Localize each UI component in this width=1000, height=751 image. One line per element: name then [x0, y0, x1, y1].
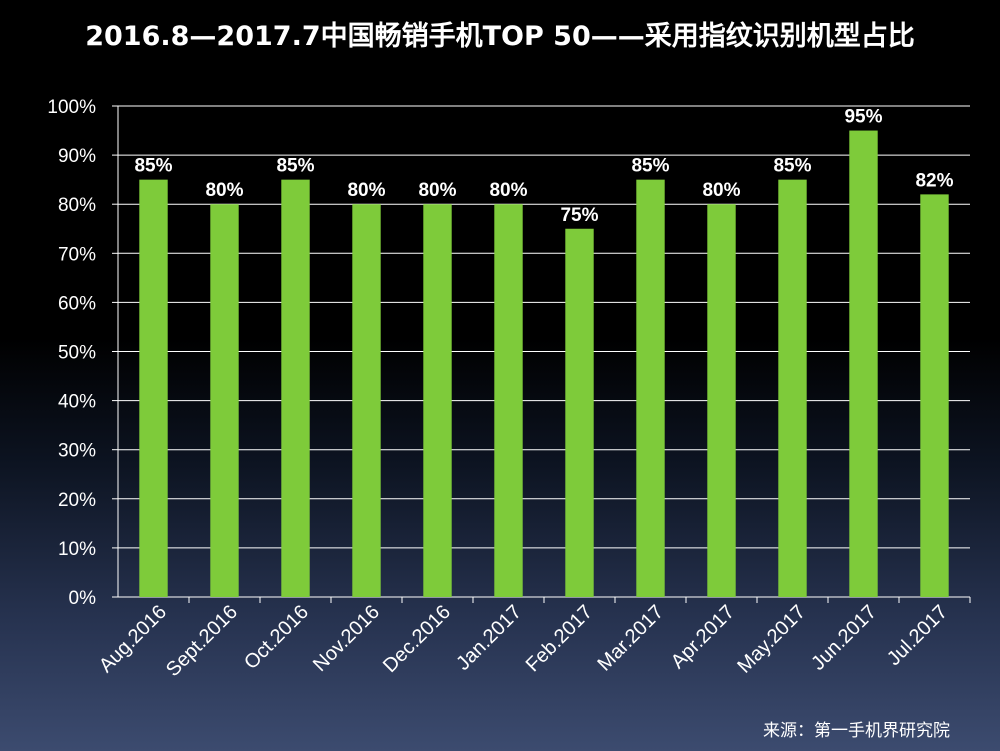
- bar: [494, 204, 523, 597]
- x-tick-label: Aug.2016: [95, 601, 171, 677]
- x-tick-label: Mar.2017: [594, 601, 669, 676]
- bar: [423, 204, 452, 597]
- y-tick-label: 80%: [58, 195, 96, 216]
- x-tick-label: Jun.2017: [807, 601, 881, 675]
- data-label: 75%: [560, 205, 598, 226]
- data-label: 80%: [702, 180, 740, 201]
- y-tick-label: 70%: [58, 244, 96, 265]
- x-tick-label: Dec.2016: [379, 601, 455, 677]
- chart-title: 2016.8—2017.7中国畅销手机TOP 50——采用指纹识别机型占比: [85, 21, 915, 52]
- y-tick-label: 40%: [58, 392, 96, 413]
- bar: [210, 204, 239, 597]
- data-label: 85%: [773, 156, 811, 177]
- source-note: 来源：第一手机界研究院: [763, 721, 950, 741]
- data-label: 80%: [347, 180, 385, 201]
- data-label: 80%: [205, 180, 243, 201]
- bar: [139, 179, 168, 597]
- y-tick-label: 0%: [69, 588, 97, 609]
- x-tick-label: Oct.2016: [240, 601, 313, 674]
- bar: [849, 130, 878, 598]
- x-tick-label: Feb.2017: [522, 601, 597, 676]
- data-label: 95%: [844, 107, 882, 128]
- bar: [778, 179, 807, 597]
- y-tick-label: 10%: [58, 539, 96, 560]
- data-label: 85%: [134, 156, 172, 177]
- bar: [636, 179, 665, 597]
- data-label: 85%: [631, 156, 669, 177]
- bar: [920, 194, 949, 597]
- bar: [707, 204, 736, 597]
- data-label: 85%: [276, 156, 314, 177]
- data-label: 82%: [915, 170, 953, 191]
- y-tick-label: 50%: [58, 343, 96, 364]
- bar: [281, 179, 310, 597]
- y-tick-label: 100%: [47, 97, 96, 118]
- bar: [565, 228, 594, 597]
- x-tick-label: Jul.2017: [883, 601, 952, 670]
- y-tick-label: 60%: [58, 293, 96, 314]
- x-tick-label: Jan.2017: [452, 601, 526, 675]
- y-tick-label: 90%: [58, 146, 96, 167]
- y-tick-label: 20%: [58, 490, 96, 511]
- data-label: 80%: [418, 180, 456, 201]
- y-tick-label: 30%: [58, 441, 96, 462]
- x-tick-label: Sept.2016: [162, 601, 242, 681]
- x-tick-label: Apr.2017: [667, 601, 739, 673]
- data-label: 80%: [489, 180, 527, 201]
- x-tick-label: May.2017: [733, 601, 810, 678]
- x-tick-label: Nov.2016: [309, 601, 384, 676]
- bar: [352, 204, 381, 597]
